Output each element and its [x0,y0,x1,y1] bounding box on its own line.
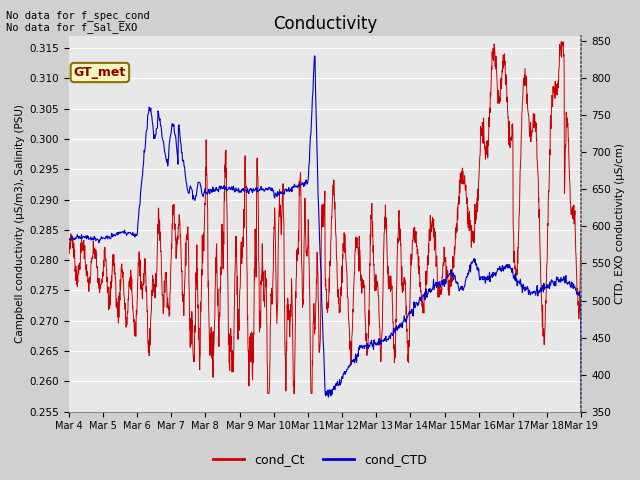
Legend: cond_Ct, cond_CTD: cond_Ct, cond_CTD [208,448,432,471]
Y-axis label: Campbell conductivity (μS/m3), Salinity (PSU): Campbell conductivity (μS/m3), Salinity … [15,104,25,343]
Text: GT_met: GT_met [74,66,126,79]
Title: Conductivity: Conductivity [273,15,377,33]
Text: No data for f_spec_cond
No data for f_Sal_EXO: No data for f_spec_cond No data for f_Sa… [6,10,150,33]
Y-axis label: CTD, EXO conductivity (μS/cm): CTD, EXO conductivity (μS/cm) [615,144,625,304]
